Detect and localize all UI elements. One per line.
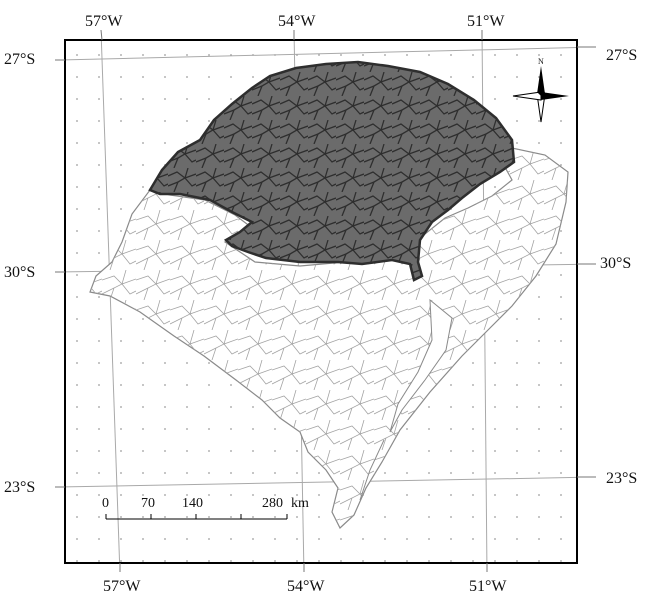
top-longitude-label: 57°W: [85, 13, 123, 30]
graticule-lat-23: [65, 476, 577, 488]
bottom-longitude-label: 54°W: [287, 578, 325, 595]
bottom-longitude-label: 57°W: [103, 578, 141, 595]
bottom-longitude-label: 51°W: [469, 578, 507, 595]
right-latitude-label: 27°S: [606, 47, 637, 64]
scale-unit-label: km: [291, 496, 309, 511]
lagoon-outline: [389, 298, 453, 433]
right-latitude-label: 30°S: [600, 255, 631, 272]
scale-tick-label: 140: [182, 496, 203, 511]
right-latitude-label: 23°S: [606, 470, 637, 487]
left-latitude-label: 23°S: [4, 479, 35, 496]
top-longitude-label: 54°W: [278, 13, 316, 30]
state-south-region: [89, 147, 569, 529]
scale-tick-label: 280: [262, 496, 283, 511]
top-longitude-label: 51°W: [467, 13, 505, 30]
left-latitude-label: 27°S: [4, 51, 35, 68]
scale-tick-label: 0: [102, 496, 109, 511]
north-arrow-icon: N: [512, 57, 569, 123]
highlighted-region: [148, 60, 516, 282]
north-label: N: [538, 57, 544, 66]
scale-bar: 0 70 140 280 km: [102, 496, 309, 520]
graticule-lat-27: [65, 47, 577, 61]
scale-tick-label: 70: [141, 496, 155, 511]
graticule-lon-57: [100, 40, 121, 563]
left-latitude-label: 30°S: [4, 264, 35, 281]
